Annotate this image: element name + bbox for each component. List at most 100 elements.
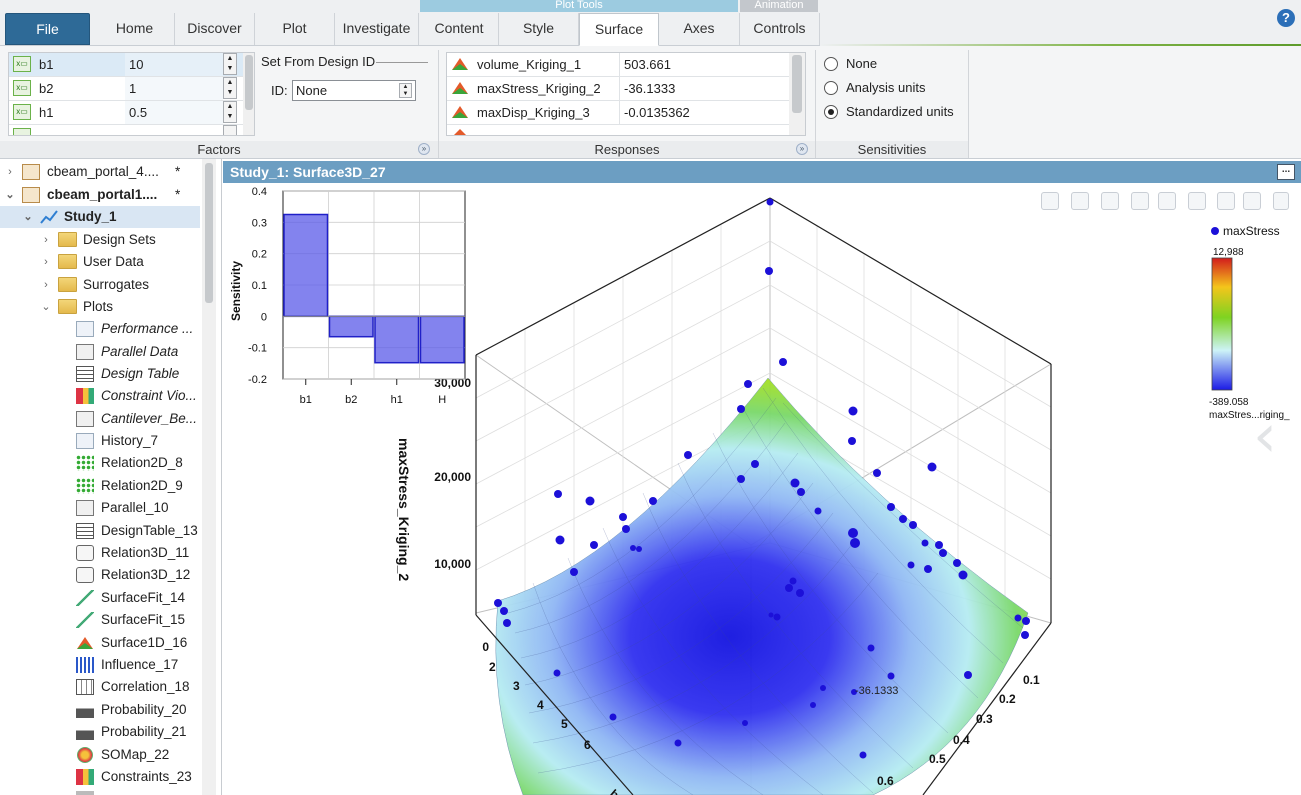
chart-bar[interactable] — [283, 213, 329, 318]
zoom-icon[interactable] — [1131, 192, 1149, 210]
tree-plot-item[interactable]: Relation3D_12 — [0, 564, 200, 586]
help-icon[interactable]: ? — [1277, 9, 1295, 27]
radio-icon[interactable] — [824, 105, 838, 119]
tree-plot-item[interactable]: Relation3D_11 — [0, 542, 200, 564]
plot-canvas[interactable]: ‹ ‹ — [223, 183, 1301, 795]
tree-plot-item[interactable]: Probability_20 — [0, 699, 200, 721]
save-icon[interactable] — [1217, 192, 1235, 210]
extra-tool-icon[interactable] — [1273, 192, 1289, 210]
factor-row[interactable]: x▭ b2 1 ▲ ▼ — [9, 77, 243, 101]
chevron-down-icon[interactable]: ⌄ — [5, 189, 15, 201]
tree-plot-item[interactable]: Parallel_10 — [0, 497, 200, 519]
factor-value-input[interactable]: 0.5 — [125, 101, 223, 124]
tree-plot-item[interactable]: SurfaceFit_15 — [0, 609, 200, 631]
chevron-right-icon[interactable]: › — [44, 279, 48, 291]
tree-plot-item[interactable]: DesignTable_13 — [0, 520, 200, 542]
tab-home[interactable]: Home — [95, 13, 175, 45]
tab-discover[interactable]: Discover — [175, 13, 255, 45]
factor-name: h1 — [39, 105, 54, 120]
spinner-icon[interactable]: ▲ ▼ — [223, 101, 237, 123]
pan-icon[interactable] — [1071, 192, 1089, 210]
modified-marker: * — [175, 187, 181, 202]
chart-bar[interactable] — [328, 315, 374, 338]
tab-investigate[interactable]: Investigate — [335, 13, 419, 45]
tab-controls[interactable]: Controls — [740, 13, 820, 45]
tab-plot[interactable]: Plot — [255, 13, 335, 45]
tab-content[interactable]: Content — [420, 13, 499, 45]
spinner-icon[interactable] — [223, 125, 237, 135]
next-plot-icon[interactable]: ‹ — [1253, 401, 1277, 471]
rotate-icon[interactable] — [1101, 192, 1119, 210]
tree-project-2[interactable]: ⌄ cbeam_portal1.... * — [0, 184, 200, 206]
tab-style[interactable]: Style — [499, 13, 579, 45]
fit-icon[interactable] — [1243, 192, 1261, 210]
tree-plot-item[interactable]: History_7 — [0, 430, 200, 452]
tab-surface[interactable]: Surface — [579, 13, 659, 46]
chart-bar[interactable] — [419, 315, 465, 364]
spinner-icon[interactable]: ▲ ▼ — [223, 53, 237, 75]
image-export-icon[interactable] — [1188, 192, 1206, 210]
chart-y-tick-label: 0.4 — [252, 186, 267, 198]
factor-row[interactable]: x▭ h1 0.5 ▲ ▼ — [9, 101, 243, 125]
surface-icon — [452, 82, 468, 94]
tab-file[interactable]: File — [5, 13, 90, 45]
radio-icon[interactable] — [824, 81, 838, 95]
tree-plot-item[interactable]: Parallel Data — [0, 341, 200, 363]
tree-folder-user-data[interactable]: › User Data — [0, 251, 200, 273]
tree-plot-item[interactable]: Probability_21 — [0, 721, 200, 743]
scroll-thumb[interactable] — [792, 55, 802, 113]
tree-folder-plots[interactable]: ⌄ Plots — [0, 296, 200, 318]
tree-plot-item[interactable]: Constraint Vio... — [0, 385, 200, 407]
tree-project-1[interactable]: › cbeam_portal_4.... * — [0, 161, 200, 183]
sensitivity-chart[interactable]: -0.2 -0.1 0 0.1 0.2 0.3 0.4 b1 b2 h1 H Sensitivit… — [223, 183, 473, 418]
response-row[interactable]: volume_Kriging_1 503.661 — [447, 53, 789, 77]
factor-row[interactable]: x▭ b1 10 ▲ ▼ — [9, 53, 243, 77]
tree-folder-design-sets[interactable]: › Design Sets — [0, 229, 200, 251]
tree-plot-item[interactable]: Influence_17 — [0, 654, 200, 676]
tree-study[interactable]: ⌄ Study_1 — [0, 206, 200, 228]
tab-axes[interactable]: Axes — [659, 13, 740, 45]
design-points — [494, 198, 1030, 759]
sensitivity-option-standardized[interactable]: Standardized units — [823, 104, 963, 124]
chevron-right-icon[interactable]: › — [44, 234, 48, 246]
tree-plot-item[interactable]: Performance ... — [0, 318, 200, 340]
response-row[interactable]: maxStress_Kriging_2 -36.1333 — [447, 77, 789, 101]
sensitivity-option-analysis[interactable]: Analysis units — [823, 80, 963, 100]
plot-menu-button[interactable]: ... — [1277, 164, 1295, 180]
factor-value-input[interactable]: 10 — [125, 53, 223, 76]
tree-plot-item[interactable]: Constraints_23 — [0, 766, 200, 788]
tree-plot-item[interactable]: SurfaceFit_14 — [0, 587, 200, 609]
tree-plot-item[interactable]: SOMap_22 — [0, 744, 200, 766]
sensitivity-option-none[interactable]: None — [823, 56, 963, 76]
factors-expand-icon[interactable]: » — [418, 143, 430, 155]
tree-plot-item[interactable]: Surface1D_16 — [0, 632, 200, 654]
tree-plot-item[interactable]: Relation2D_9 — [0, 475, 200, 497]
tree-plot-item[interactable]: Correlation_18 — [0, 676, 200, 698]
response-row[interactable]: maxDisp_Kriging_3 -0.0135362 — [447, 101, 789, 125]
tree-folder-surrogates[interactable]: › Surrogates — [0, 274, 200, 296]
factor-icon: x▭ — [13, 80, 31, 96]
design-id-select[interactable]: None ▲ ▼ — [292, 80, 416, 101]
chevron-right-icon[interactable]: › — [44, 256, 48, 268]
tree-plot-item[interactable]: Design Table — [0, 363, 200, 385]
chart-bar[interactable] — [374, 315, 420, 364]
chevron-down-icon[interactable]: ⌄ — [23, 211, 33, 223]
target-icon[interactable] — [1158, 192, 1176, 210]
scroll-thumb[interactable] — [245, 55, 253, 110]
responses-scrollbar[interactable] — [789, 53, 805, 135]
radio-icon[interactable] — [824, 57, 838, 71]
factors-scrollbar[interactable] — [243, 53, 254, 135]
select-arrow-icon[interactable] — [1041, 192, 1059, 210]
response-value: 503.661 — [619, 53, 789, 76]
tree-plot-item[interactable]: Cantilever_Be... — [0, 408, 200, 430]
scroll-thumb[interactable] — [205, 163, 213, 303]
chevron-right-icon[interactable]: › — [8, 166, 12, 178]
surface3d-plot[interactable]: 30,000 20,000 10,000 0 maxStress_Kriging… — [223, 183, 1301, 795]
factor-value-input[interactable]: 1 — [125, 77, 223, 100]
responses-expand-icon[interactable]: » — [796, 143, 808, 155]
tree-plot-item[interactable]: Relation2D_8 — [0, 452, 200, 474]
spinner-icon[interactable]: ▲ ▼ — [223, 77, 237, 99]
chevron-down-icon[interactable]: ⌄ — [41, 301, 51, 313]
tree-scrollbar[interactable] — [202, 159, 216, 795]
spinner-icon[interactable]: ▲ ▼ — [399, 83, 412, 98]
